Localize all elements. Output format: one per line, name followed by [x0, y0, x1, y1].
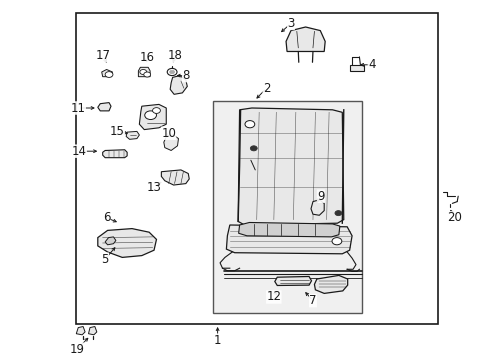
Bar	[76, 13, 437, 324]
Polygon shape	[88, 327, 97, 335]
Circle shape	[169, 70, 174, 74]
Polygon shape	[274, 276, 311, 285]
Polygon shape	[139, 104, 166, 130]
Text: 15: 15	[110, 125, 124, 138]
Circle shape	[167, 68, 177, 76]
Polygon shape	[170, 76, 187, 94]
Text: 19: 19	[70, 343, 84, 356]
Text: 18: 18	[167, 49, 182, 62]
Text: 7: 7	[308, 294, 316, 307]
Polygon shape	[163, 135, 178, 150]
Circle shape	[140, 69, 146, 75]
Text: 6: 6	[102, 211, 110, 224]
Circle shape	[144, 111, 156, 120]
Text: 13: 13	[146, 181, 161, 194]
Text: 2: 2	[262, 82, 270, 95]
Polygon shape	[126, 131, 139, 139]
Polygon shape	[238, 108, 343, 225]
Polygon shape	[238, 222, 339, 237]
Polygon shape	[310, 200, 324, 215]
Circle shape	[143, 72, 150, 77]
Polygon shape	[314, 275, 347, 293]
Text: 4: 4	[367, 58, 375, 71]
Polygon shape	[98, 229, 156, 257]
Polygon shape	[105, 237, 116, 245]
Polygon shape	[161, 170, 189, 185]
Circle shape	[244, 121, 254, 128]
Circle shape	[250, 146, 257, 151]
Text: 20: 20	[447, 211, 461, 224]
Text: 17: 17	[95, 49, 110, 62]
Text: 12: 12	[266, 291, 281, 303]
Text: 9: 9	[316, 190, 324, 203]
Text: 3: 3	[286, 17, 294, 30]
Text: 8: 8	[182, 69, 189, 82]
Polygon shape	[76, 327, 85, 335]
Text: 5: 5	[101, 253, 109, 266]
Circle shape	[334, 211, 341, 216]
Bar	[212, 101, 361, 313]
Polygon shape	[98, 103, 111, 111]
Text: 1: 1	[213, 334, 221, 347]
Circle shape	[105, 72, 113, 77]
Polygon shape	[102, 69, 112, 77]
Text: 11: 11	[71, 102, 85, 114]
Text: 16: 16	[139, 51, 154, 64]
Circle shape	[331, 238, 341, 245]
Bar	[349, 65, 364, 71]
Polygon shape	[138, 67, 150, 77]
Polygon shape	[285, 27, 325, 51]
Text: 10: 10	[161, 127, 176, 140]
Circle shape	[152, 108, 160, 113]
Polygon shape	[102, 150, 127, 158]
Polygon shape	[226, 225, 351, 254]
Text: 14: 14	[72, 145, 86, 158]
